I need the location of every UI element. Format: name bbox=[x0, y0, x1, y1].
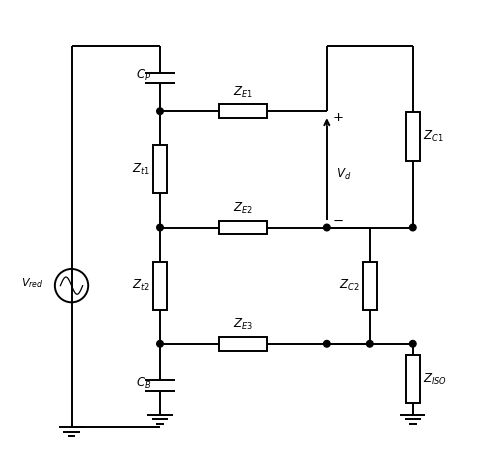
Bar bbox=[219, 221, 267, 234]
Circle shape bbox=[409, 224, 415, 231]
Text: $Z_{t2}$: $Z_{t2}$ bbox=[132, 278, 150, 293]
Text: $Z_{ISO}$: $Z_{ISO}$ bbox=[422, 372, 446, 387]
Bar bbox=[405, 112, 419, 161]
Text: $Z_{E3}$: $Z_{E3}$ bbox=[233, 317, 253, 332]
Text: +: + bbox=[332, 111, 343, 124]
Text: $Z_{C2}$: $Z_{C2}$ bbox=[339, 278, 359, 293]
Bar bbox=[153, 262, 166, 310]
Bar bbox=[219, 337, 267, 351]
Text: $Z_{C1}$: $Z_{C1}$ bbox=[422, 129, 442, 144]
Circle shape bbox=[156, 224, 163, 231]
Bar bbox=[362, 262, 376, 310]
Text: $V_d$: $V_d$ bbox=[335, 167, 351, 182]
Text: $Z_{E2}$: $Z_{E2}$ bbox=[233, 201, 253, 216]
Text: $Z_{E1}$: $Z_{E1}$ bbox=[233, 85, 253, 100]
Bar bbox=[153, 145, 166, 193]
Circle shape bbox=[409, 340, 415, 347]
Circle shape bbox=[366, 340, 372, 347]
Text: $C_B$: $C_B$ bbox=[135, 375, 151, 390]
Text: −: − bbox=[332, 215, 343, 228]
Text: $V_{red}$: $V_{red}$ bbox=[21, 276, 44, 290]
Circle shape bbox=[156, 108, 163, 115]
Text: $C_P$: $C_P$ bbox=[135, 68, 151, 83]
Text: $Z_{t1}$: $Z_{t1}$ bbox=[132, 162, 150, 177]
Bar bbox=[219, 104, 267, 118]
Bar bbox=[405, 355, 419, 403]
Circle shape bbox=[323, 224, 330, 231]
Circle shape bbox=[323, 340, 330, 347]
Circle shape bbox=[156, 340, 163, 347]
